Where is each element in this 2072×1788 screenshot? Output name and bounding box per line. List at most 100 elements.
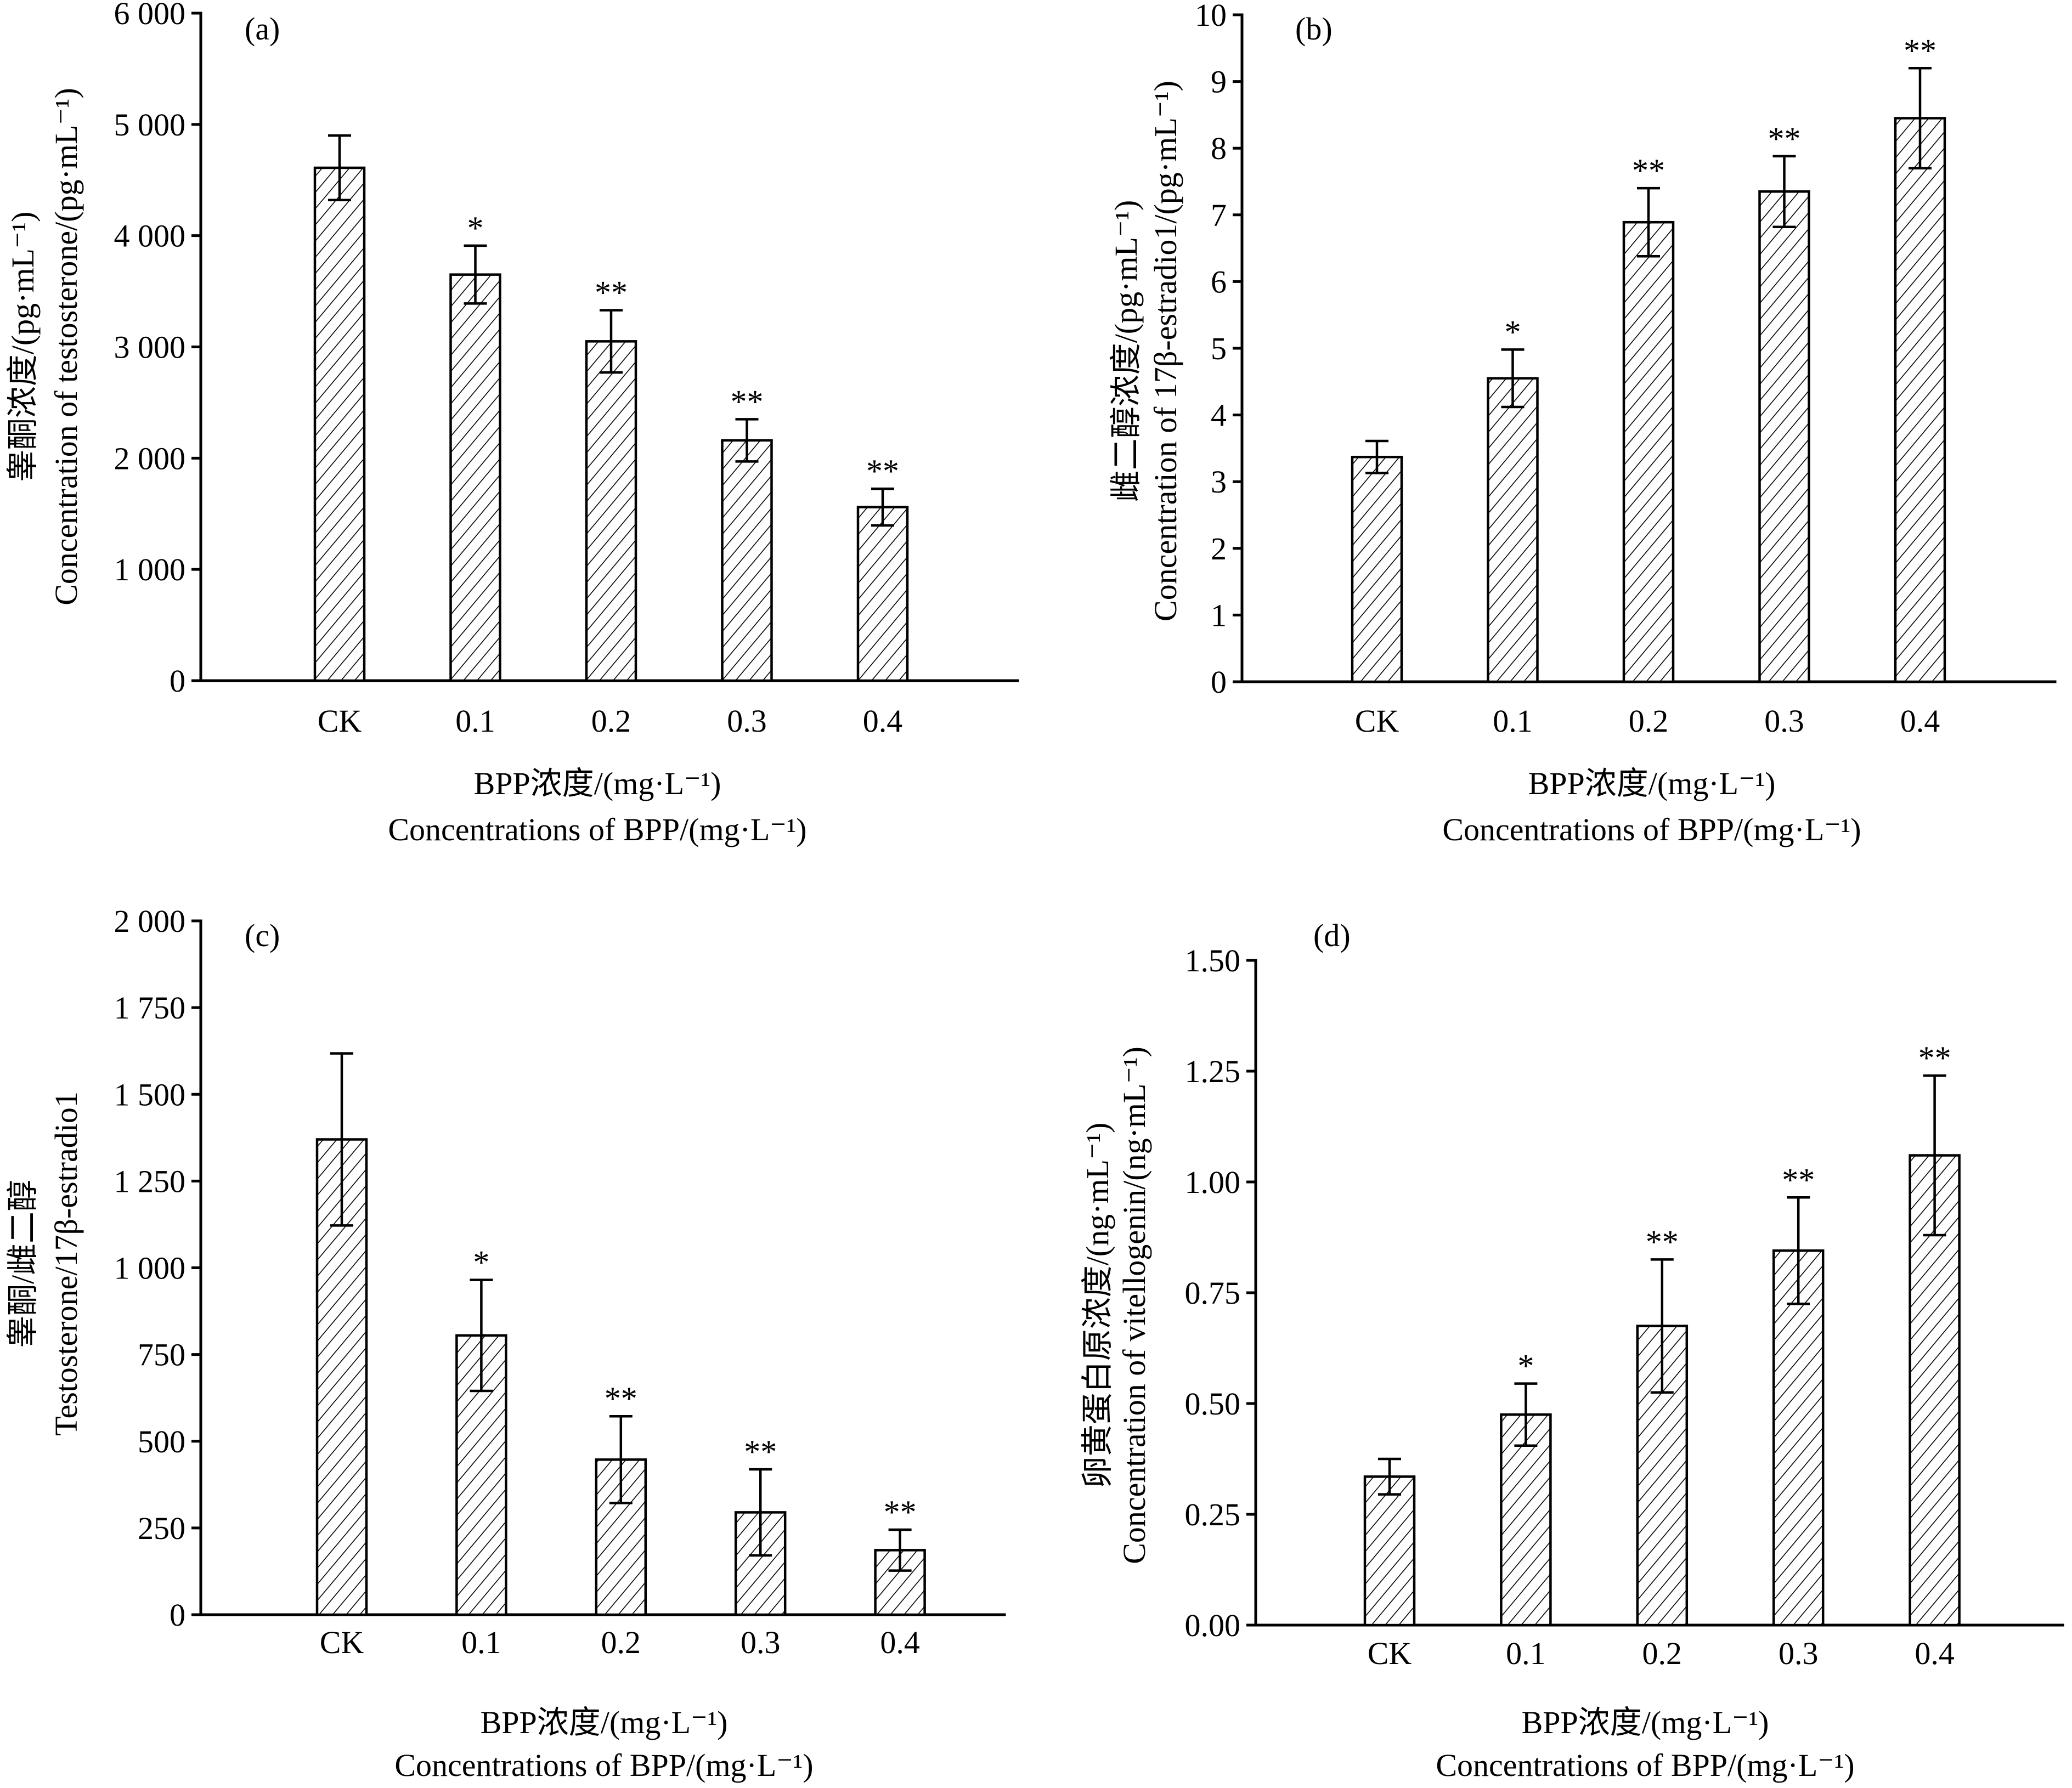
panel-d-xtick-label-0-3: 0.3 — [1779, 1636, 1819, 1671]
panel-a-significance-0-1: * — [467, 210, 484, 246]
panel-a-xtick-label-0-3: 0.3 — [727, 703, 767, 739]
panel-a-bar-0-3 — [721, 439, 773, 682]
panel-d-bar-ck — [1363, 1475, 1416, 1627]
panel-d-xlabel-zh: BPP浓度/(mg·L⁻¹) — [1522, 1705, 1769, 1740]
panel-d-errorbar-0-3 — [1787, 1196, 1810, 1305]
panel-b-xtick-label-0-3: 0.3 — [1764, 703, 1804, 739]
panel-a-ytick-label: 2 000 — [114, 440, 186, 476]
panel-b-xlabel-zh: BPP浓度/(mg·L⁻¹) — [1528, 766, 1776, 801]
panel-a: 0 1 000 2 000 3 000 4 000 5 000 6 000 CK * 0.1 ** 0… — [5, 0, 1019, 847]
panel-c-xtick-label-0-3: 0.3 — [741, 1625, 781, 1660]
panel-b-xlabel-en: Concentrations of BPP/(mg·L⁻¹) — [1442, 812, 1861, 847]
panel-c-significance-0-4: ** — [884, 1494, 917, 1530]
panel-a-errorbar-0-3 — [735, 418, 759, 463]
panel-a-bar-0-4 — [856, 506, 909, 682]
panel-b-ytick-label: 1 — [1211, 597, 1227, 633]
panel-d-bar-0-1 — [1500, 1413, 1552, 1627]
panel-a-ytick-label: 0 — [170, 663, 185, 699]
panel-b-ytick-label: 0 — [1211, 664, 1227, 700]
panel-b-errorbar-ck — [1365, 439, 1388, 474]
panel-b-errorbar-0-4 — [1909, 67, 1932, 169]
panel-a-significance-0-2: ** — [595, 275, 628, 311]
panel-a-ylabel-en: Concentration of testosterone/(pg·mL⁻¹) — [48, 88, 84, 606]
panel-d-ylabel-en: Concentration of vitellogenin/(ng·mL⁻¹) — [1116, 1046, 1152, 1564]
panel-a-errorbar-0-2 — [600, 309, 623, 374]
panel-d-significance-0-2: ** — [1646, 1224, 1679, 1260]
panel-c-ytick-label: 2 000 — [114, 903, 186, 939]
panel-b-xtick-label-0-1: 0.1 — [1493, 703, 1533, 739]
panel-c-errorbar-0-1 — [470, 1278, 493, 1393]
panel-c-ylabel-zh: 睾酮/雌二醇 — [5, 1180, 41, 1348]
panel-a-xlabel-zh: BPP浓度/(mg·L⁻¹) — [474, 766, 721, 801]
panel-c-xlabel-zh: BPP浓度/(mg·L⁻¹) — [481, 1705, 728, 1740]
panel-d-xtick-label-0-4: 0.4 — [1915, 1636, 1955, 1671]
panel-b-errorbar-0-2 — [1637, 186, 1660, 258]
panel-c-ytick-label: 1 500 — [114, 1077, 186, 1112]
panel-b-errorbar-0-1 — [1501, 348, 1525, 409]
panel-d-label: (d) — [1313, 918, 1351, 953]
panel-a-label: (a) — [245, 11, 280, 47]
panel-b-ytick-label: 7 — [1211, 197, 1227, 233]
panel-c-ytick-label: 750 — [138, 1337, 185, 1373]
panel-b-significance-0-3: ** — [1768, 121, 1801, 157]
panel-b-label: (b) — [1295, 11, 1333, 47]
panel-a-xtick-label-ck: CK — [318, 703, 362, 739]
panel-b-ytick-label: 8 — [1211, 131, 1227, 166]
panel-b-xtick-label-ck: CK — [1355, 703, 1399, 739]
panel-d-errorbar-0-2 — [1650, 1258, 1674, 1394]
panel-c-label: (c) — [245, 918, 280, 953]
panel-c-xlabel-en: Concentrations of BPP/(mg·L⁻¹) — [394, 1747, 813, 1783]
panel-a-errorbar-0-1 — [464, 244, 487, 305]
panel-a-ytick-label: 3 000 — [114, 330, 186, 365]
panel-c-ylabel-en: Testosterone/17β-estradio1 — [48, 1091, 84, 1436]
panel-b-errorbar-0-3 — [1772, 155, 1796, 228]
panel-c-ytick-label: 250 — [138, 1510, 185, 1546]
panel-a-errorbar-ck — [328, 134, 351, 202]
panel-a-bar-0-2 — [585, 340, 637, 682]
panel-c-ytick-label: 1 000 — [114, 1251, 186, 1286]
panel-b: 0 1 2 3 4 5 6 7 8 9 10 CK * 0.1 ** 0.2 ** 0.3 ** 0.4 BPP浓度/(… — [1108, 0, 2057, 847]
panel-d-ytick-label: 1.25 — [1185, 1054, 1241, 1089]
panel-d-errorbar-ck — [1378, 1457, 1401, 1496]
panel-d-errorbar-0-1 — [1514, 1382, 1538, 1447]
panel-b-ytick-label: 4 — [1211, 398, 1227, 433]
panel-d-xtick-label-0-1: 0.1 — [1506, 1636, 1546, 1671]
panel-d-bar-0-3 — [1772, 1249, 1825, 1627]
panel-a-bar-0-1 — [449, 273, 501, 682]
panel-b-ytick-label: 9 — [1211, 64, 1227, 100]
panel-d-significance-0-4: ** — [1918, 1040, 1951, 1076]
panel-b-ylabel-en: Concentration of 17β-estradio1/(pg·mL⁻¹) — [1148, 81, 1183, 621]
panel-c-xtick-label-0-4: 0.4 — [880, 1625, 920, 1660]
panel-b-bar-0-4 — [1894, 117, 1946, 683]
panel-a-bar-ck — [313, 166, 366, 682]
panel-a-ytick-label: 1 000 — [114, 552, 186, 587]
panel-c-significance-0-3: ** — [744, 1434, 777, 1470]
panel-b-bar-ck — [1351, 455, 1403, 683]
panel-d-ytick-label: 1.00 — [1185, 1164, 1241, 1200]
panel-d-ytick-label: 1.50 — [1185, 943, 1241, 978]
panel-c-xtick-label-0-1: 0.1 — [461, 1625, 501, 1660]
panel-d-ytick-label: 0.00 — [1185, 1608, 1241, 1643]
panel-d-ylabel-zh: 卵黄蛋白原浓度/(ng·mL⁻¹) — [1080, 1123, 1115, 1489]
panel-b-ytick-label: 6 — [1211, 264, 1227, 299]
panel-d-ytick-label: 0.75 — [1185, 1275, 1241, 1311]
panel-b-ytick-label: 5 — [1211, 331, 1227, 366]
panel-c-xtick-label-ck: CK — [320, 1625, 364, 1660]
panel-c-errorbar-0-2 — [609, 1414, 633, 1504]
panel-a-xtick-label-0-1: 0.1 — [455, 703, 495, 739]
panel-b-xtick-label-0-2: 0.2 — [1629, 703, 1669, 739]
panel-c-ytick-label: 1 750 — [114, 990, 186, 1026]
panel-c-ytick-label: 500 — [138, 1424, 185, 1459]
panel-a-ytick-label: 6 000 — [114, 0, 186, 31]
panel-a-ylabel-zh: 睾酮浓度/(pg·mL⁻¹) — [5, 212, 41, 482]
panel-a-significance-0-3: ** — [731, 383, 764, 420]
panel-b-bar-0-2 — [1622, 220, 1675, 683]
panel-a-significance-0-4: ** — [866, 453, 899, 489]
panel-a-ytick-label: 5 000 — [114, 107, 186, 143]
panel-b-significance-0-4: ** — [1904, 32, 1936, 69]
panel-b-ytick-label: 2 — [1211, 531, 1227, 567]
panel-b-bar-0-3 — [1758, 190, 1810, 683]
panel-d-ytick-label: 0.25 — [1185, 1497, 1241, 1532]
panel-c-errorbar-0-4 — [888, 1528, 912, 1572]
